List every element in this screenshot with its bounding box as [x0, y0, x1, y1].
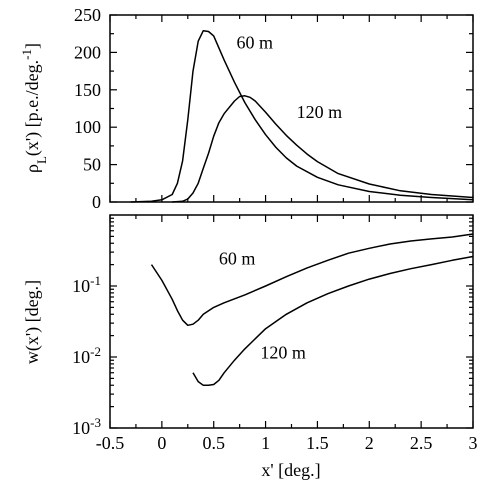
- y-tick-label-exp: -3: [90, 415, 101, 430]
- bottom-y-axis-label: w(x') [deg.]: [22, 280, 43, 364]
- y-tick-label: 50: [83, 155, 101, 175]
- panel-top: 0 50 100 150 200 250 60 m 120 m ρL(x') [p.e./d…: [19, 5, 474, 212]
- bottom-plot-frame: [109, 214, 474, 429]
- top-series: [130, 29, 474, 203]
- x-tick-label: 0: [157, 433, 166, 453]
- y-tick-label: 100: [74, 117, 101, 137]
- y-tick-label: 150: [74, 80, 101, 100]
- y-tick-label-exp: -1: [90, 273, 101, 288]
- x-tick-label: 1.5: [306, 433, 329, 453]
- annotation-60m: 60 m: [237, 33, 274, 53]
- y-tick-label-base: 10: [72, 347, 90, 367]
- top-annotations: 60 m 120 m: [237, 33, 343, 123]
- annotation-120m: 120 m: [297, 102, 343, 122]
- top-plot-frame: [109, 14, 474, 203]
- bottom-annotations: 60 m 120 m: [219, 249, 306, 363]
- x-tick-label: 2.5: [410, 433, 433, 453]
- bottom-ticks: -0.5 0 0.5 1 1.5 2 2.5 310-310-210-1: [72, 215, 478, 453]
- y-tick-label: 10-3: [72, 415, 101, 439]
- y-tick-label: 10-1: [72, 273, 101, 297]
- y-tick-label: 0: [92, 192, 101, 212]
- x-axis-label: x' [deg.]: [261, 460, 320, 480]
- bottom-series: [150, 233, 474, 387]
- x-tick-label: 2: [365, 433, 374, 453]
- x-tick-label: 3: [469, 433, 478, 453]
- annotation-60m: 60 m: [219, 249, 256, 269]
- y-tick-label-base: 10: [72, 418, 90, 438]
- y-tick-label: 200: [74, 42, 101, 62]
- series-line-60m: [150, 233, 474, 327]
- series-line-120m: [192, 255, 474, 387]
- annotation-120m: 120 m: [260, 343, 306, 363]
- series-line-120m: [172, 95, 474, 203]
- y-tick-label: 10-2: [72, 344, 101, 368]
- top-y-axis-label: ρL(x') [p.e./deg.-1]: [19, 43, 49, 173]
- x-tick-label: 1: [261, 433, 270, 453]
- x-tick-label: 0.5: [202, 433, 225, 453]
- y-tick-label: 250: [74, 5, 101, 25]
- y-tick-label-base: 10: [72, 276, 90, 296]
- top-ticks: 0 50 100 150 200 250: [74, 5, 474, 212]
- series-line-60m: [130, 29, 474, 203]
- x-tick-label: -0.5: [96, 433, 125, 453]
- y-tick-label-exp: -2: [90, 344, 101, 359]
